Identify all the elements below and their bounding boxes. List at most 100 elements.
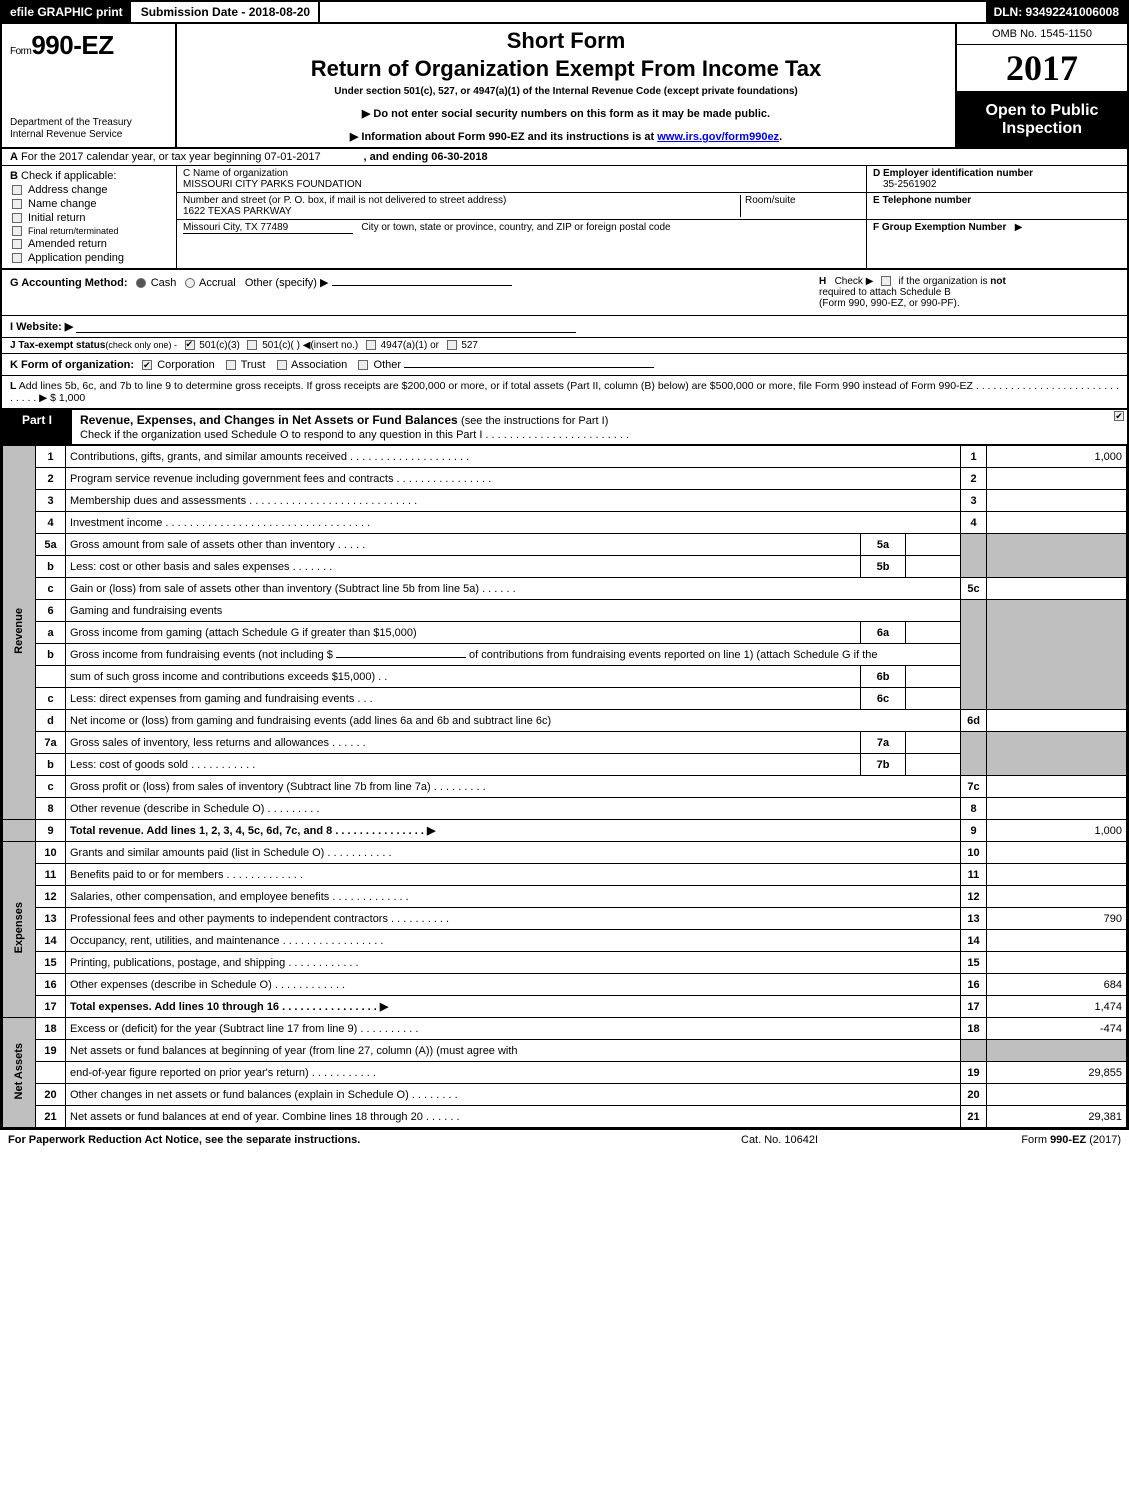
chk-other[interactable] [358,360,368,370]
i-label: I Website: ▶ [10,321,73,333]
shaded-cell [961,534,987,578]
radio-accrual[interactable] [185,278,195,288]
line-num: 8 [36,798,66,820]
line-amount [987,842,1127,864]
form-prefix: Form [10,46,31,57]
shaded-cell [987,732,1127,776]
side-val [906,754,961,776]
footer: For Paperwork Reduction Act Notice, see … [0,1130,1129,1150]
table-row: b Less: cost or other basis and sales ex… [3,556,1127,578]
line-num: 16 [36,974,66,996]
j-501c: 501(c)( ) [262,340,300,351]
b-label: B [10,170,18,182]
table-row: 11Benefits paid to or for members . . . … [3,864,1127,886]
l-text: Add lines 5b, 6c, and 7b to line 9 to de… [10,380,1119,404]
side-val [906,732,961,754]
chk-application-pending-label: Application pending [28,252,124,264]
side-val [906,666,961,688]
i-website: I Website: ▶ [2,316,1127,338]
chk-amended-return[interactable]: Amended return [10,238,168,250]
table-row: Revenue 1 Contributions, gifts, grants, … [3,446,1127,468]
bcd-block: B Check if applicable: Address change Na… [2,166,1127,270]
checkbox-icon [12,239,22,249]
ein-value: 35-2561902 [873,179,1121,190]
line-desc: Gross profit or (loss) from sales of inv… [66,776,961,798]
radio-cash[interactable] [136,278,146,288]
row-a-tax-year: A For the 2017 calendar year, or tax yea… [2,149,1127,166]
chk-trust[interactable] [226,360,236,370]
j-tax-exempt: J Tax-exempt status(check only one) - 50… [2,338,1127,354]
chk-final-return[interactable]: Final return/terminated [10,226,168,236]
chk-corporation[interactable] [142,360,152,370]
efile-print-button[interactable]: efile GRAPHIC print [2,2,133,22]
chk-address-change[interactable]: Address change [10,184,168,196]
line-num: 2 [36,468,66,490]
k-other-input[interactable] [404,358,654,368]
header-left: Form990-EZ Department of the Treasury In… [2,24,177,147]
line-desc: Benefits paid to or for members . . . . … [66,864,961,886]
topbar-spacer [320,2,985,22]
vlabel-expenses: Expenses [3,842,36,1018]
box-num: 5c [961,578,987,600]
table-row: end-of-year figure reported on prior yea… [3,1062,1127,1084]
table-row: 6 Gaming and fundraising events [3,600,1127,622]
table-row: Net Assets 18 Excess or (deficit) for th… [3,1018,1127,1040]
title-short-form: Short Form [185,28,947,54]
shaded-cell [987,1040,1127,1062]
chk-name-change[interactable]: Name change [10,198,168,210]
chk-527[interactable] [447,340,457,350]
table-row: 12Salaries, other compensation, and empl… [3,886,1127,908]
line-amount [987,1084,1127,1106]
part1-table: Revenue 1 Contributions, gifts, grants, … [2,445,1127,1128]
chk-name-change-label: Name change [28,198,97,210]
table-row: 20Other changes in net assets or fund ba… [3,1084,1127,1106]
chk-association[interactable] [277,360,287,370]
row-a-end: , and ending 06-30-2018 [363,151,487,163]
line-amount: 1,000 [987,446,1127,468]
g-other: Other (specify) ▶ [245,277,329,289]
line-num: 12 [36,886,66,908]
org-name: MISSOURI CITY PARKS FOUNDATION [183,179,860,190]
chk-initial-return[interactable]: Initial return [10,212,168,224]
box-num: 16 [961,974,987,996]
paperwork-notice: For Paperwork Reduction Act Notice, see … [8,1134,741,1146]
part1-title: Revenue, Expenses, and Changes in Net As… [72,410,1111,444]
line-desc: Occupancy, rent, utilities, and maintena… [66,930,961,952]
line-num: a [36,622,66,644]
box-num: 19 [961,1062,987,1084]
line-desc: Program service revenue including govern… [66,468,961,490]
l6b-input[interactable] [336,657,466,658]
table-row: 7a Gross sales of inventory, less return… [3,732,1127,754]
line-num: 15 [36,952,66,974]
shaded-cell [961,600,987,710]
h-checkbox[interactable] [881,276,891,286]
table-row: sum of such gross income and contributio… [3,666,1127,688]
box-num: 4 [961,512,987,534]
website-input[interactable] [76,323,576,333]
l9-desc: Total revenue. Add lines 1, 2, 3, 4, 5c,… [70,825,435,837]
chk-application-pending[interactable]: Application pending [10,252,168,264]
form-number: Form990-EZ [10,30,167,61]
side-num: 7a [861,732,906,754]
dept-line1: Department of the Treasury [10,117,167,129]
line-num: c [36,776,66,798]
chk-501c3[interactable] [185,340,195,350]
g-other-input[interactable] [332,276,512,286]
k-corp: Corporation [157,359,214,371]
l17-desc: Total expenses. Add lines 10 through 16 … [70,1001,388,1013]
line-num: 18 [36,1018,66,1040]
line-amount [987,578,1127,600]
side-num: 5a [861,534,906,556]
chk-501c[interactable] [247,340,257,350]
part1-checkbox[interactable] [1111,410,1127,444]
chk-4947[interactable] [366,340,376,350]
info-link[interactable]: www.irs.gov/form990ez [657,131,779,143]
topbar: efile GRAPHIC print Submission Date - 20… [2,2,1127,24]
vlabel-revenue: Revenue [3,446,36,820]
org-city: Missouri City, TX 77489 [183,222,353,234]
table-row: 9 Total revenue. Add lines 1, 2, 3, 4, 5… [3,820,1127,842]
line-desc: Gaming and fundraising events [66,600,961,622]
line-desc: Other expenses (describe in Schedule O) … [66,974,961,996]
line-amount [987,952,1127,974]
j-ins: ◀(insert no.) [303,340,358,351]
